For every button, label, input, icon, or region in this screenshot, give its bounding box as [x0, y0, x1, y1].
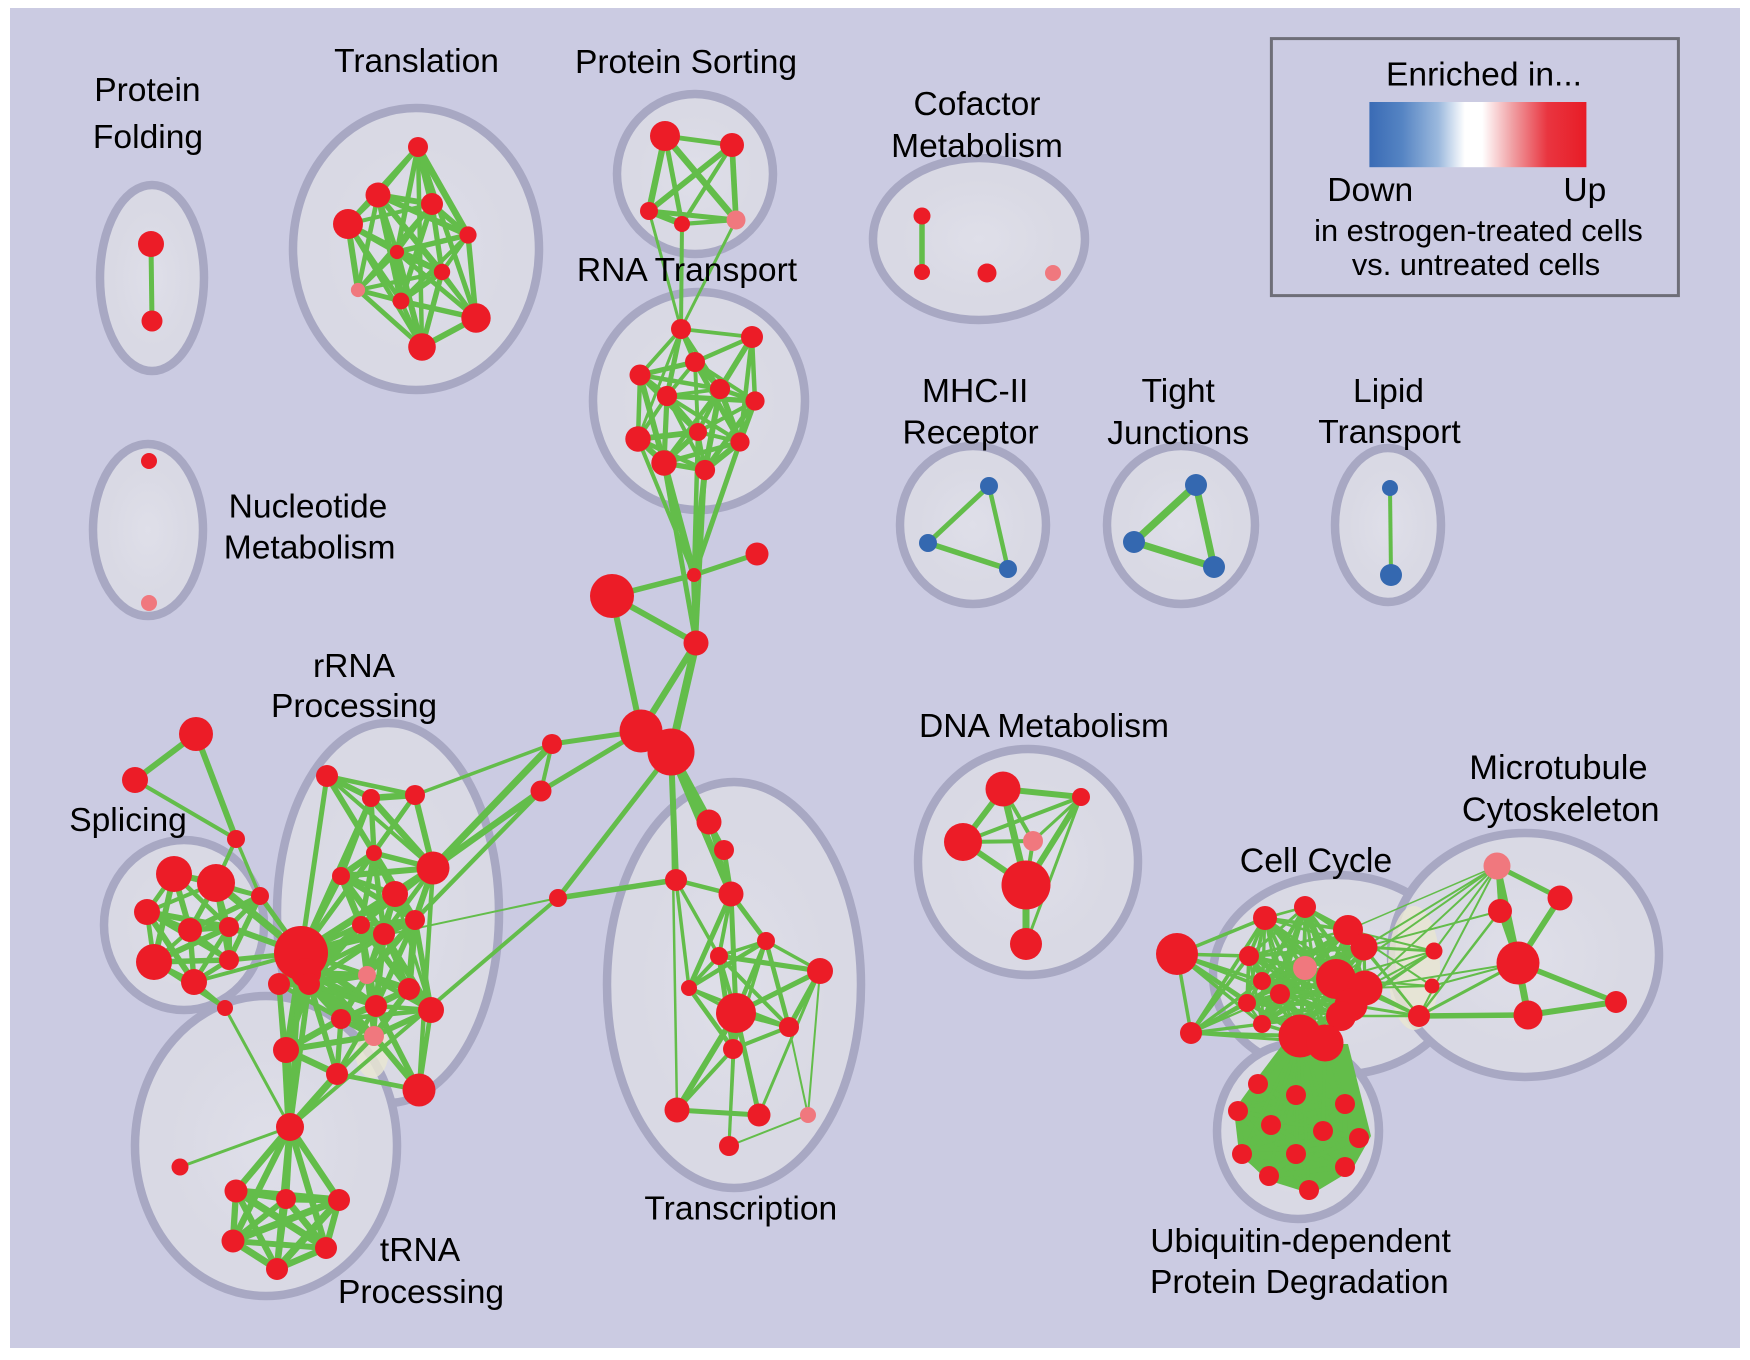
- svg-text:Cell Cycle: Cell Cycle: [1240, 842, 1393, 880]
- svg-text:Transport: Transport: [1318, 414, 1461, 451]
- svg-text:tRNA: tRNA: [380, 1232, 461, 1269]
- svg-text:Nucleotide: Nucleotide: [229, 489, 388, 526]
- svg-text:Junctions: Junctions: [1107, 415, 1249, 452]
- svg-text:MHC-II: MHC-II: [922, 373, 1028, 410]
- svg-text:Enriched in...: Enriched in...: [1386, 57, 1582, 94]
- svg-text:vs. untreated cells: vs. untreated cells: [1352, 247, 1600, 282]
- svg-text:in estrogen-treated cells: in estrogen-treated cells: [1314, 213, 1643, 248]
- svg-text:Translation: Translation: [334, 43, 499, 80]
- svg-text:Metabolism: Metabolism: [891, 128, 1063, 165]
- svg-text:Ubiquitin-dependent: Ubiquitin-dependent: [1150, 1223, 1451, 1260]
- svg-text:Lipid: Lipid: [1353, 373, 1424, 410]
- svg-text:Metabolism: Metabolism: [224, 529, 396, 566]
- svg-text:Folding: Folding: [93, 119, 203, 156]
- svg-text:Up: Up: [1563, 172, 1606, 209]
- svg-text:Cytoskeleton: Cytoskeleton: [1462, 791, 1660, 829]
- svg-text:Protein Degradation: Protein Degradation: [1150, 1264, 1449, 1301]
- svg-text:Protein Sorting: Protein Sorting: [575, 44, 797, 81]
- svg-text:RNA Transport: RNA Transport: [577, 252, 798, 289]
- svg-text:Microtubule: Microtubule: [1469, 749, 1647, 787]
- svg-text:Down: Down: [1327, 172, 1413, 209]
- svg-text:Cofactor: Cofactor: [914, 86, 1041, 123]
- svg-text:rRNA: rRNA: [313, 648, 396, 685]
- svg-text:Receptor: Receptor: [902, 414, 1038, 451]
- svg-text:Tight: Tight: [1141, 373, 1215, 410]
- svg-text:Protein: Protein: [94, 72, 200, 109]
- svg-text:Processing: Processing: [271, 688, 437, 725]
- svg-text:Splicing: Splicing: [69, 802, 187, 839]
- svg-text:Processing: Processing: [338, 1274, 504, 1311]
- svg-text:Transcription: Transcription: [644, 1191, 837, 1228]
- svg-text:DNA Metabolism: DNA Metabolism: [919, 708, 1169, 745]
